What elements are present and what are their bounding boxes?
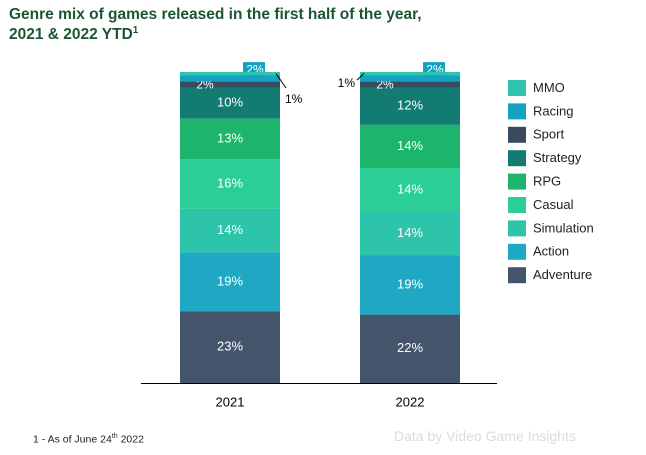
bar-segment-simulation-2021 [180,208,280,253]
legend-swatch-mmo [508,80,526,96]
data-label-rpg-2022: 14% [397,138,423,153]
chart-title-line1: Genre mix of games released in the first… [9,6,422,23]
legend-swatch-casual [508,197,526,213]
bar-segment-simulation-2022 [360,211,460,256]
bar-segment-mmo-2021 [180,72,280,76]
chart-title: Genre mix of games released in the first… [9,5,529,45]
legend-label-rpg: RPG [533,174,561,189]
data-label-action-2021: 19% [217,273,243,288]
bar-segment-adventure-2021 [180,311,280,383]
legend-label-sport: Sport [533,127,564,142]
bar-segment-casual-2022 [360,168,460,212]
chart-title-footnote-marker: 1 [132,24,139,36]
legend-label-simulation: Simulation [533,220,594,235]
data-label-casual-2021: 16% [217,175,243,190]
legend-swatch-adventure [508,267,526,284]
bar-segment-mmo-2022 [360,72,460,76]
legend-label-racing: Racing [533,103,573,118]
data-label-rpg-2021: 13% [217,130,243,145]
legend-swatch-racing [508,103,526,120]
legend-swatch-action [508,243,526,260]
chart-title-line2: 2021 & 2022 YTD [9,26,133,43]
footnote-prefix: 1 - As of June 24 [33,433,112,446]
legend-label-casual: Casual [533,197,574,212]
data-label-mmo-2022: 1% [338,76,356,90]
data-label-simulation-2021: 14% [217,222,243,237]
bar-segment-sport-2021 [180,81,280,88]
legend-swatch-strategy [508,150,526,167]
mmo-leader-line-2021 [275,73,287,89]
legend-label-action: Action [533,244,569,259]
bar-segment-racing-2022 [360,75,460,82]
legend-label-strategy: Strategy [533,150,582,165]
x-tick-label-2021: 2021 [216,394,245,409]
bar-segment-action-2022 [360,255,460,315]
footnote-sup: th [111,433,118,440]
bar-segment-rpg-2022 [360,124,460,169]
data-label-simulation-2022: 14% [397,225,423,240]
bar-segment-racing-2021 [180,75,280,82]
x-tick-label-2022: 2022 [396,394,425,409]
footnote-suffix: 2022 [117,433,144,446]
data-label-casual-2022: 14% [397,182,423,197]
data-label-strategy-2022: 12% [397,98,423,113]
data-label-strategy-2021: 10% [217,95,243,110]
legend-swatch-rpg [508,173,526,190]
legend-swatch-sport [508,126,526,143]
bar-segment-strategy-2021 [180,87,280,119]
bar-segment-sport-2022 [360,81,460,88]
bar-segment-strategy-2022 [360,87,460,125]
data-label-adventure-2022: 22% [397,340,423,355]
bar-segment-adventure-2022 [360,314,460,383]
data-label-mmo-2021: 1% [285,92,303,106]
footnote: 1 - As of June 24th 2022 [33,433,144,446]
data-label-action-2022: 19% [397,276,423,291]
data-label-adventure-2021: 23% [217,339,243,354]
legend-label-adventure: Adventure [533,267,592,282]
bar-segment-action-2021 [180,252,280,312]
mmo-leader-line-2022 [356,73,365,81]
watermark: Data by Video Game Insights [394,428,576,444]
bar-segment-rpg-2021 [180,118,280,160]
legend-label-mmo: MMO [533,80,565,95]
bar-segment-casual-2021 [180,159,280,209]
legend-swatch-simulation [508,220,526,237]
